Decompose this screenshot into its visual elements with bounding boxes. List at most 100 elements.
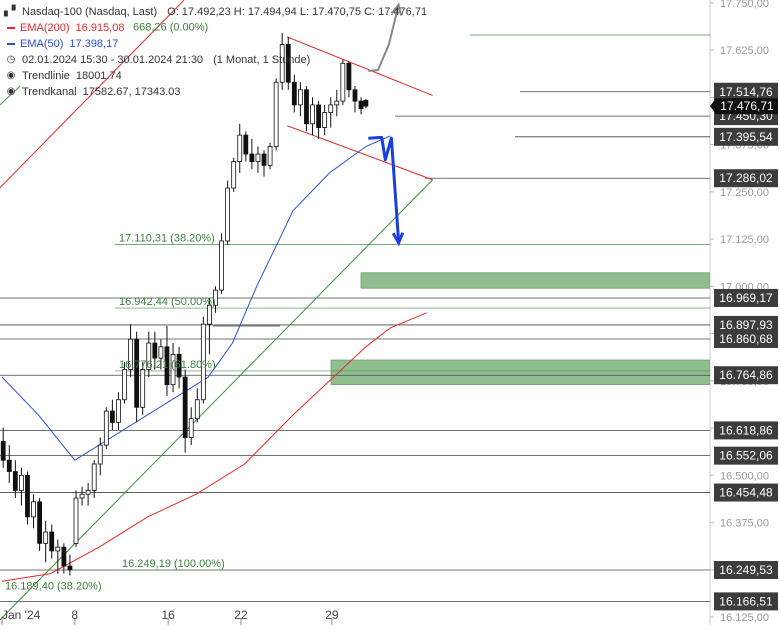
- legend-ema200-row[interactable]: EMA(200) 16.915,08: [4, 20, 427, 36]
- candle-body: [291, 81, 297, 106]
- candle-body: [61, 546, 67, 567]
- ema200-label: EMA(200): [20, 22, 70, 34]
- legend-ema50-row[interactable]: EMA(50) 17.398,17: [4, 36, 427, 52]
- ohlc-values: O: 17.492,23 H: 17.494,94 L: 17.470,75 C…: [167, 6, 428, 18]
- level-tag: [714, 329, 778, 348]
- candle-body: [346, 62, 352, 91]
- candle: [61, 543, 67, 574]
- candle: [158, 339, 164, 370]
- period: (1 Monat, 1 Stunde): [213, 54, 311, 66]
- candle: [225, 180, 231, 245]
- candle: [334, 89, 340, 117]
- trendline-label: Trendlinie: [22, 70, 70, 82]
- x-tick-label: 29: [325, 608, 339, 622]
- candle-body: [122, 369, 127, 401]
- target-icon: ◉: [6, 86, 16, 97]
- candle: [128, 324, 133, 378]
- candle: [67, 554, 73, 576]
- level-tag: [714, 82, 778, 101]
- candle-body: [363, 99, 369, 107]
- candle: [0, 427, 6, 468]
- candle: [316, 101, 321, 139]
- candle-body: [79, 493, 85, 499]
- candle: [134, 331, 140, 423]
- candle: [176, 346, 182, 389]
- candle: [73, 490, 79, 548]
- candle-body: [200, 323, 206, 401]
- candle-body: [334, 100, 340, 106]
- candle-body: [237, 134, 243, 162]
- candle: [249, 138, 255, 170]
- candle: [103, 407, 109, 449]
- candle: [182, 369, 188, 453]
- candle-body: [219, 240, 224, 291]
- ema200-value: 16.915,08: [75, 22, 125, 34]
- channel-line: [286, 125, 433, 181]
- fib-label: 16.249,19 (100.00%): [122, 558, 225, 570]
- candle: [116, 392, 121, 430]
- candle-body: [255, 153, 261, 162]
- date-range: 02.01.2024 15:30 - 30.01.2024 21:30: [22, 54, 204, 66]
- candle-body: [170, 353, 176, 386]
- ema50-line: [1, 135, 391, 461]
- candle-body: [55, 546, 61, 552]
- candle-body: [182, 376, 188, 438]
- x-tick-label: 22: [234, 608, 248, 622]
- level-tag: [714, 446, 778, 465]
- candle-body: [352, 89, 358, 102]
- candle: [243, 131, 249, 162]
- level-tag-label: 16.618,86: [719, 423, 773, 437]
- fib-label: 16.189,40 (38.20%): [5, 581, 102, 593]
- level-tag: [714, 127, 778, 146]
- level-tag-label: 17.286,02: [719, 171, 773, 185]
- candle-body: [152, 342, 158, 359]
- legend-range-row: ◷ 02.01.2024 15:30 - 30.01.2024 21:30 (1…: [4, 52, 427, 68]
- chart-legend: ▖▘ Nasdaq-100 (Nasdaq, Last) O: 17.492,2…: [4, 4, 427, 100]
- clock-icon: ◷: [6, 54, 16, 65]
- candle-body: [85, 490, 91, 495]
- candle-body: [140, 369, 146, 408]
- candle-body: [43, 531, 49, 544]
- candle-body: [358, 100, 364, 110]
- legend-trendline-row[interactable]: ◉ Trendlinie 18001.74: [4, 68, 427, 84]
- price-axis[interactable]: 17.750,0017.625,0017.500,0017.375,0017.2…: [710, 0, 778, 624]
- candle: [97, 437, 103, 476]
- trendline: [0, 85, 21, 106]
- candle-body: [225, 187, 231, 242]
- candle-body: [91, 463, 97, 491]
- candle-body: [128, 338, 133, 370]
- candle: [207, 297, 212, 355]
- candle-body: [25, 474, 30, 518]
- level-tag-label: 16.166,51: [719, 594, 773, 608]
- x-tick-label: Jan '24: [2, 608, 41, 622]
- candle: [304, 85, 309, 132]
- candle: [19, 467, 24, 506]
- candle-body: [243, 134, 249, 155]
- legend-channel-row[interactable]: ◉ Trendkanal 17582.67, 17343.03: [4, 84, 427, 100]
- candle-body: [322, 112, 328, 128]
- candle: [322, 104, 328, 136]
- candle: [152, 331, 158, 370]
- candle: [49, 524, 55, 559]
- candle: [194, 388, 200, 423]
- level-tag-label: 16.897,93: [719, 318, 773, 332]
- candle: [358, 97, 364, 115]
- time-axis[interactable]: Jan '24 8 16 22 29: [1, 608, 339, 625]
- candle-body: [340, 62, 346, 102]
- candle: [200, 316, 206, 404]
- candle: [79, 486, 85, 506]
- candle-body: [164, 346, 170, 386]
- level-tag-label: 16.764,86: [719, 368, 773, 382]
- fib-label: 17.110,31 (38.20%): [119, 233, 215, 245]
- candle: [352, 85, 358, 113]
- candle: [267, 142, 273, 170]
- support-zone: [360, 272, 710, 289]
- candle-body: [146, 342, 152, 370]
- candle: [255, 146, 261, 173]
- candle-body: [97, 444, 103, 465]
- current-price-tag: [710, 98, 778, 115]
- candle: [37, 498, 43, 551]
- level-tag: [714, 366, 778, 385]
